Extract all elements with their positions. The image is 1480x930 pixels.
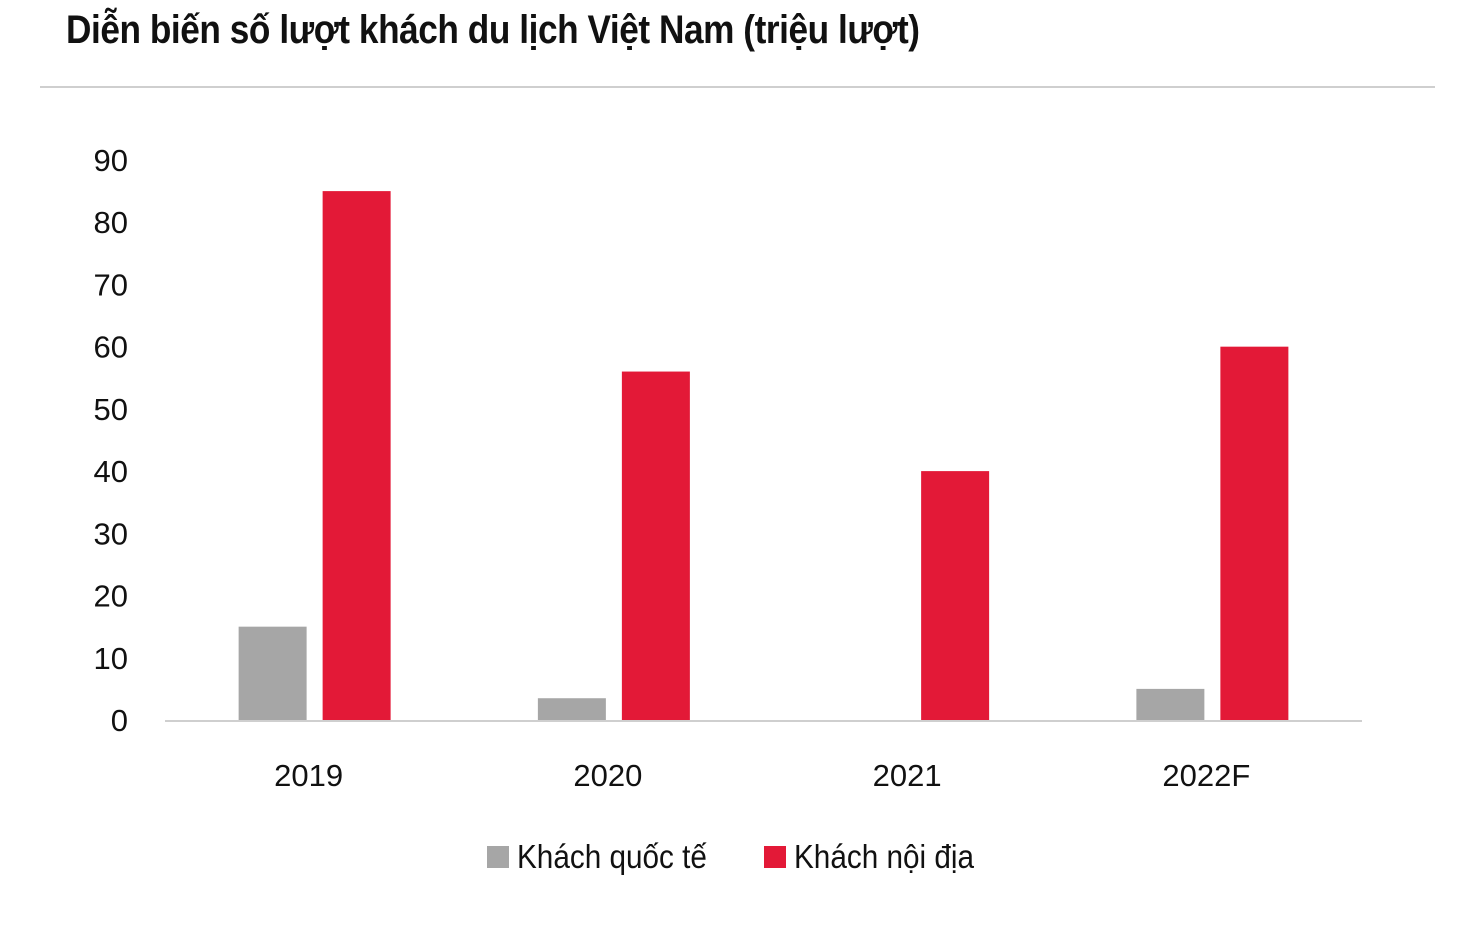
y-tick-label: 50 <box>94 392 128 427</box>
y-tick-label: 30 <box>94 516 128 551</box>
bar-domestic-2019 <box>322 191 391 721</box>
bar-domestic-2022F <box>1220 346 1289 720</box>
title-divider <box>40 86 1435 88</box>
y-tick-label: 60 <box>94 330 128 365</box>
y-tick-label: 0 <box>111 703 128 738</box>
legend-label-domestic: Khách nội địa <box>793 838 974 875</box>
bar-international-2022F <box>1136 688 1205 720</box>
y-tick-label: 70 <box>94 267 128 302</box>
bar-domestic-2020 <box>621 371 690 720</box>
x-axis: 2019 2020 2021 2022F <box>274 758 1250 793</box>
legend-swatch-international <box>486 846 509 868</box>
legend-swatch-domestic <box>763 846 786 868</box>
legend-item-international: Khách quốc tế <box>486 838 728 876</box>
legend-item-domestic: Khách nội địa <box>763 838 994 876</box>
bars <box>238 191 1289 721</box>
x-tick-label: 2020 <box>573 758 642 793</box>
x-tick-label: 2022F <box>1162 758 1250 793</box>
y-tick-label: 40 <box>94 454 128 489</box>
bar-international-2019 <box>238 626 307 720</box>
chart-title: Diễn biến số lượt khách du lịch Việt Nam… <box>66 8 920 52</box>
legend: Khách quốc tế Khách nội địa <box>0 838 1480 876</box>
y-tick-label: 10 <box>94 641 128 676</box>
bar-international-2020 <box>537 698 606 720</box>
y-tick-label: 80 <box>94 205 128 240</box>
legend-label-international: Khách quốc tế <box>516 838 707 875</box>
y-tick-label: 90 <box>94 143 128 178</box>
y-axis: 0 10 20 30 40 50 60 70 80 90 <box>94 143 128 738</box>
x-tick-label: 2021 <box>873 758 942 793</box>
x-tick-label: 2019 <box>274 758 343 793</box>
y-tick-label: 20 <box>94 579 128 614</box>
bar-domestic-2021 <box>921 471 990 720</box>
